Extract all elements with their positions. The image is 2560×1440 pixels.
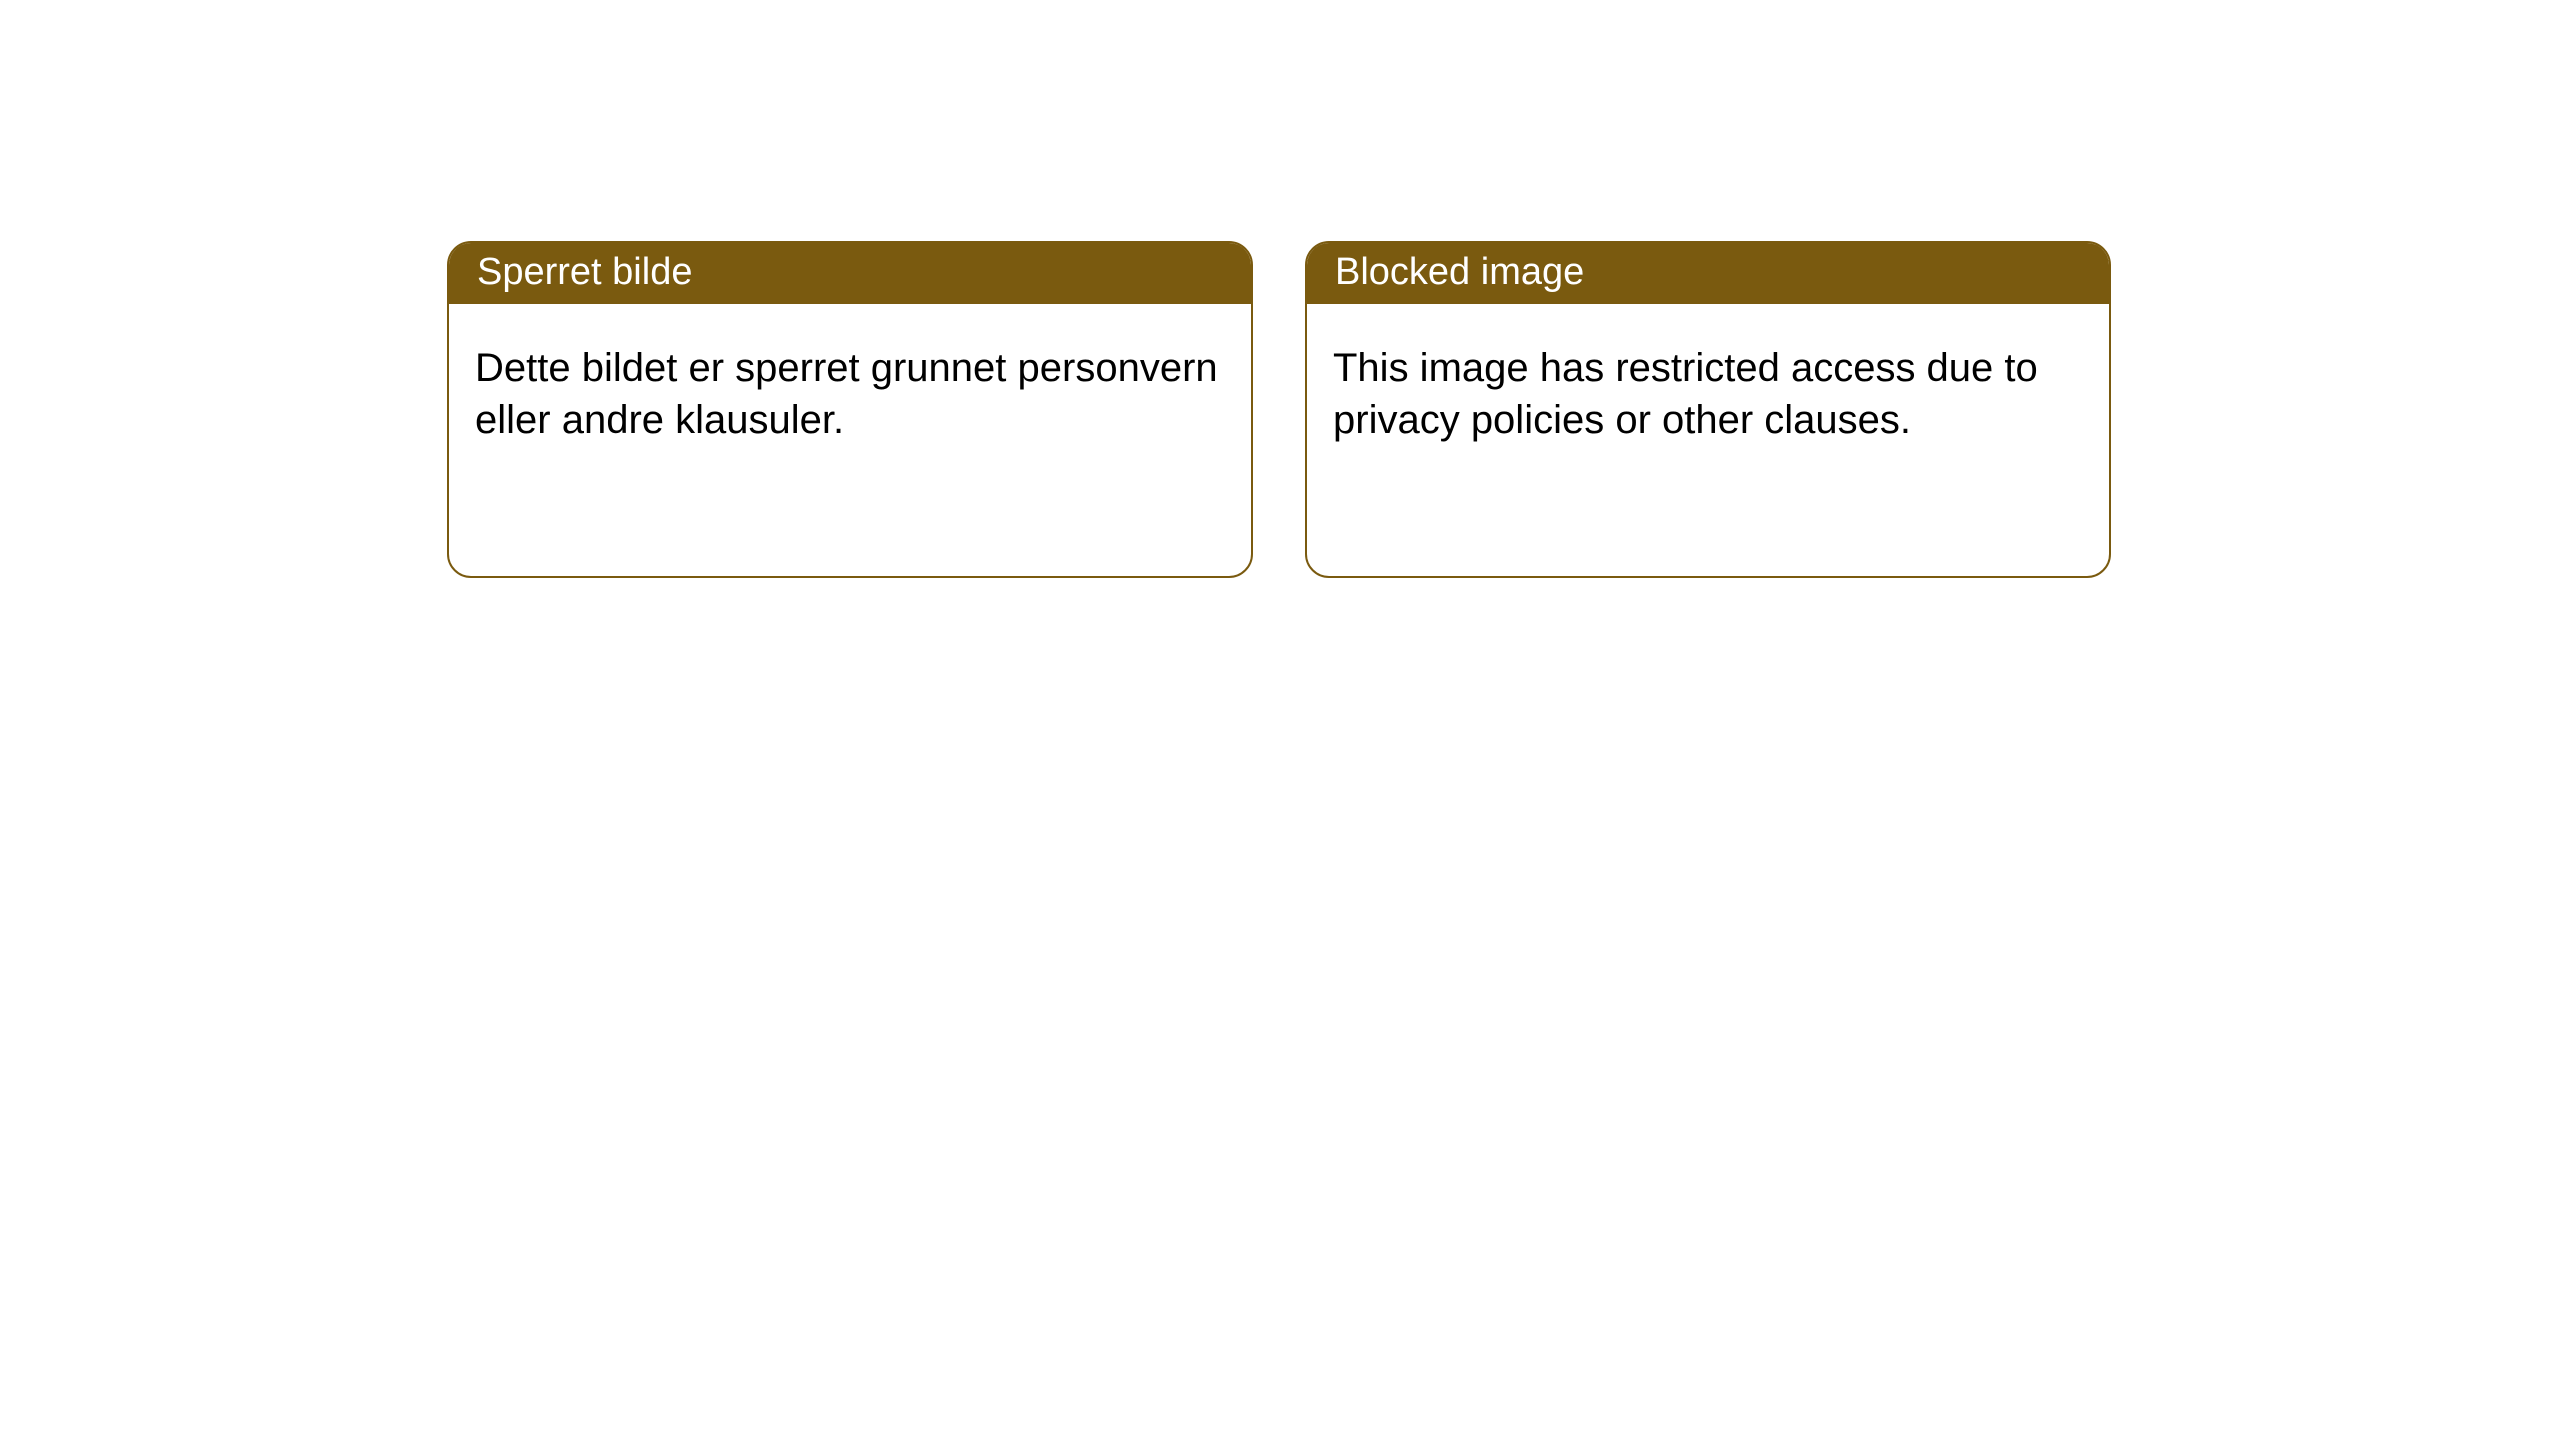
notice-title: Sperret bilde [449,243,1251,304]
notice-container: Sperret bilde Dette bildet er sperret gr… [0,0,2560,578]
notice-card-english: Blocked image This image has restricted … [1305,241,2111,578]
notice-title: Blocked image [1307,243,2109,304]
notice-card-norwegian: Sperret bilde Dette bildet er sperret gr… [447,241,1253,578]
notice-body: This image has restricted access due to … [1307,304,2109,472]
notice-body: Dette bildet er sperret grunnet personve… [449,304,1251,472]
